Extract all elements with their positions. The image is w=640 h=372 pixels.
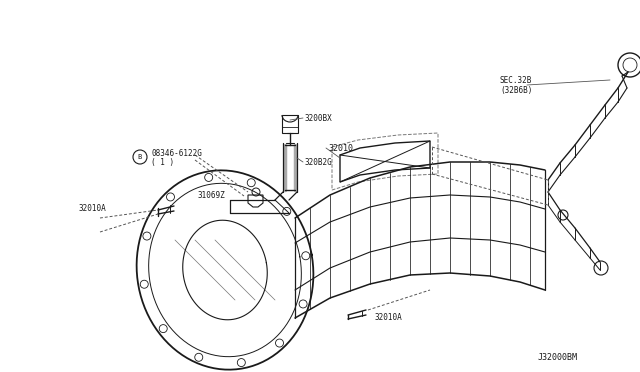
Text: 32010A: 32010A xyxy=(78,203,106,212)
Text: J32000BM: J32000BM xyxy=(538,353,578,362)
Text: SEC.32B: SEC.32B xyxy=(500,76,532,84)
Text: (32B6B): (32B6B) xyxy=(500,86,532,94)
Text: 32010: 32010 xyxy=(328,144,353,153)
Text: 08346-6122G: 08346-6122G xyxy=(151,148,202,157)
Text: 31069Z: 31069Z xyxy=(198,190,226,199)
Text: B: B xyxy=(138,154,142,160)
Text: 32010A: 32010A xyxy=(375,314,403,323)
Text: ( 1 ): ( 1 ) xyxy=(151,157,174,167)
Text: 3200BX: 3200BX xyxy=(305,113,333,122)
Text: 320B2G: 320B2G xyxy=(305,157,333,167)
